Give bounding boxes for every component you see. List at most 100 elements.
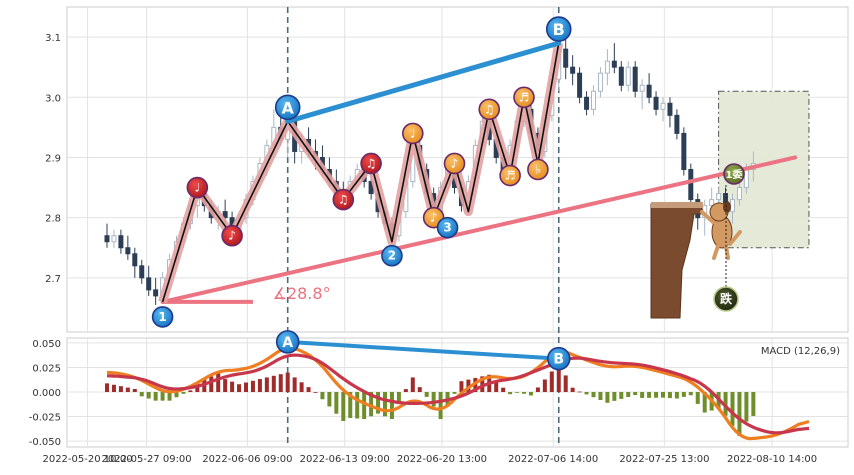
macd-marker-label: A: [282, 335, 293, 351]
candle-body: [563, 48, 569, 68]
macd-histogram-bar: [160, 392, 165, 401]
wave-marker-label: 跌: [720, 291, 733, 306]
macd-histogram-bar: [667, 392, 672, 399]
macd-histogram-bar: [410, 377, 415, 393]
macd-histogram-bar: [389, 392, 394, 420]
wave-marker-circle: [221, 224, 243, 247]
macd-histogram-bar: [334, 392, 339, 414]
wave-marker-circle: [151, 306, 174, 328]
candle: [118, 229, 124, 254]
wave-marker-circle: [513, 86, 535, 109]
wave-marker-label: ♫: [338, 193, 349, 207]
candle-body: [625, 66, 631, 86]
macd-marker: A: [275, 330, 300, 354]
macd-histogram-bar: [584, 392, 589, 395]
wave-marker-label: ♪: [451, 156, 459, 170]
macd-histogram-bar: [174, 392, 179, 398]
wave-marker-label: ♬: [505, 169, 516, 183]
macd-histogram-bar: [737, 392, 742, 436]
candle: [591, 85, 596, 116]
macd-histogram-bar: [237, 384, 242, 393]
macd-histogram-bar: [681, 392, 686, 397]
wave-marker-label: 3: [443, 221, 451, 235]
candle: [577, 67, 583, 104]
x-tick-label: 2022-07-25 13:00: [619, 454, 709, 465]
wave-marker-circle: [186, 176, 209, 199]
candle-body: [604, 60, 610, 74]
candle-body: [111, 235, 117, 243]
macd-histogram-bar: [674, 392, 679, 399]
macd-histogram-bar: [438, 392, 443, 420]
macd-histogram-bar: [223, 379, 228, 393]
candle: [611, 43, 617, 74]
wave-marker-label: ♪: [228, 229, 236, 243]
wave-marker: ♫: [360, 152, 382, 175]
macd-histogram-bar: [230, 381, 235, 393]
macd-histogram-bar: [563, 375, 568, 393]
macd-histogram-bar: [619, 392, 624, 399]
macd-histogram-bar: [139, 392, 144, 397]
macd-histogram-bar: [167, 392, 172, 401]
wave-marker-circle: [478, 98, 501, 121]
macd-histogram-bar: [341, 392, 346, 421]
wave-marker-label: 2: [388, 249, 396, 263]
candle-body: [139, 265, 145, 279]
candle: [625, 61, 631, 92]
wave-marker-label: ♫: [484, 102, 495, 116]
wave-marker-circle: [381, 244, 403, 267]
wave-line: [161, 42, 560, 303]
macd-y-tick-label: 0.050: [32, 339, 61, 350]
candle-body: [618, 66, 624, 86]
wave-marker-circle: [332, 188, 355, 211]
macd-histogram-bar: [751, 392, 756, 416]
wave-marker: ♪: [221, 224, 243, 247]
candle-body: [597, 72, 603, 92]
macd-marker-label: B: [553, 352, 564, 368]
macd-histogram-bar: [111, 384, 116, 393]
candle: [132, 247, 138, 278]
candle-body: [646, 84, 652, 98]
macd-histogram-bar: [431, 392, 436, 407]
macd-histogram-bar: [598, 392, 603, 401]
candle-body: [674, 114, 680, 134]
candle-body: [639, 84, 645, 92]
candle: [618, 61, 624, 92]
macd-histogram-bar: [264, 377, 269, 393]
wave-marker-circle: [443, 152, 466, 175]
candle: [688, 163, 694, 206]
macd-histogram-bar: [480, 376, 485, 393]
macd-histogram-bar: [661, 392, 665, 398]
macd-legend: MACD (12,26,9): [761, 346, 840, 357]
x-tick-label: 2022-07-06 14:00: [508, 454, 598, 465]
wave-marker-label: ♩: [410, 126, 416, 140]
macd-histogram-bar: [640, 392, 645, 398]
macd-histogram-bar: [633, 392, 638, 396]
wave-marker-circle: [360, 152, 382, 175]
candle-body: [118, 235, 124, 249]
macd-histogram-bar: [522, 392, 526, 394]
macd-y-tick-label: 0.025: [32, 363, 61, 374]
candle: [597, 67, 603, 98]
candle-body: [709, 199, 715, 207]
wave-marker-circle: [723, 163, 745, 185]
price-y-tick-label: 2.9: [45, 153, 61, 164]
macd-histogram-bar: [549, 371, 554, 393]
dog-tail: [728, 230, 742, 246]
candle-body: [730, 199, 735, 213]
candle: [660, 97, 666, 122]
wave-marker-circle: [401, 122, 424, 145]
candle-body: [688, 169, 694, 201]
wave-marker: 跌: [713, 286, 739, 312]
candle-body: [736, 187, 742, 201]
macd-histogram-bar: [355, 392, 360, 419]
macd-histogram-bar: [452, 392, 457, 394]
macd-marker-circle: [275, 330, 300, 354]
dog-arm: [700, 210, 715, 224]
candle: [667, 97, 673, 128]
wave-marker-circle: [545, 16, 572, 42]
candle-body: [591, 90, 596, 110]
macd-histogram-bar: [153, 392, 158, 401]
price-y-tick-label: 3.1: [45, 33, 61, 44]
macd-histogram-bar: [292, 377, 297, 393]
macd-histogram-bar: [577, 391, 582, 393]
